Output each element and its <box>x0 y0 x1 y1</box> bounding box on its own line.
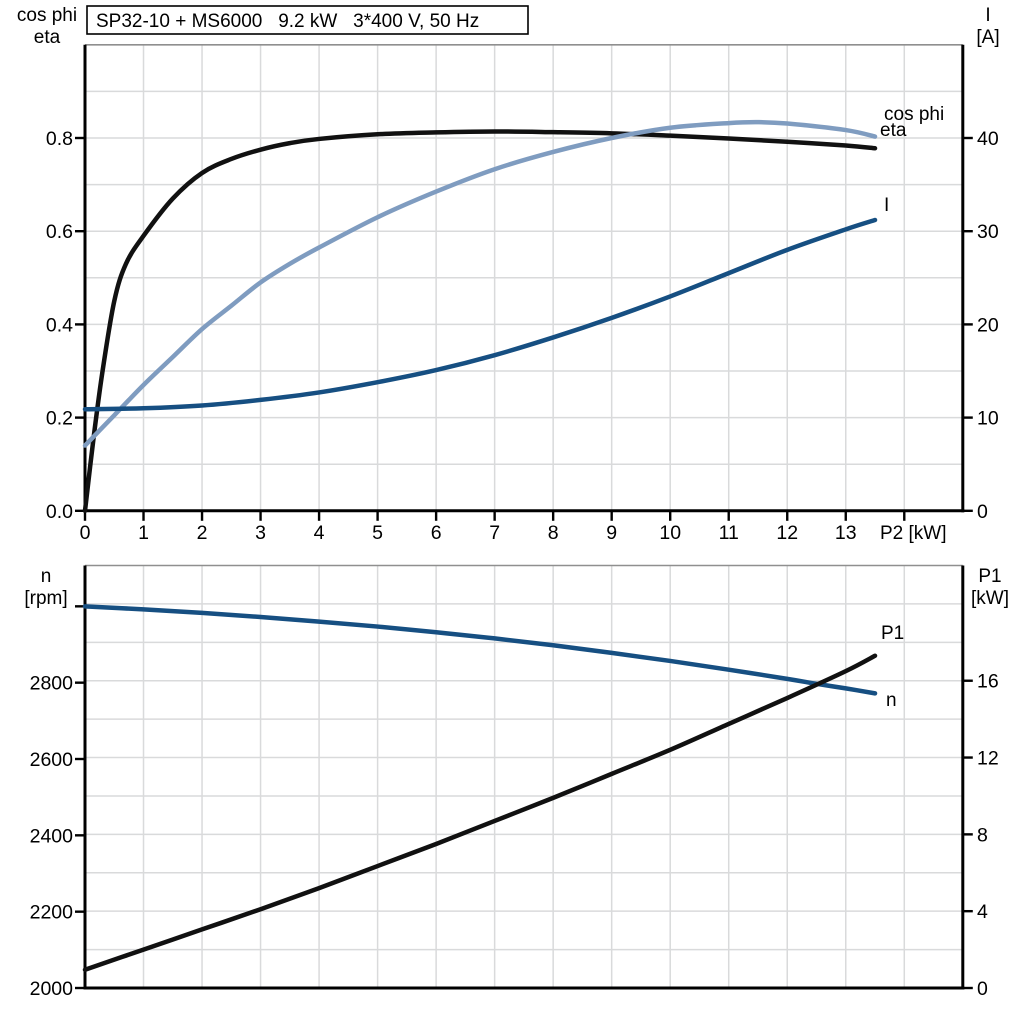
x-axis-tick-label: 11 <box>719 522 739 544</box>
x-axis-title: P2 [kW] <box>880 523 947 544</box>
x-axis-tick-label: 8 <box>548 522 559 544</box>
right-axis-tick-label: 12 <box>977 748 999 770</box>
x-axis-tick-label: 1 <box>138 522 149 544</box>
bottom-right-axis-title-line2: [kW] <box>971 588 1009 609</box>
P1-curve <box>82 653 878 973</box>
x-axis-tick-label: 5 <box>372 522 383 544</box>
top-left-axis-title-line1: cos phi <box>17 5 77 26</box>
right-axis-tick-label: 8 <box>977 824 988 846</box>
left-axis-tick-label: 0.0 <box>46 501 73 523</box>
P1-curve-label: P1 <box>881 623 904 644</box>
I-curve-label: I <box>884 195 889 216</box>
left-axis-tick-label: 2200 <box>30 902 74 924</box>
right-axis-tick-label: 10 <box>977 408 999 430</box>
right-axis-tick-label: 40 <box>977 128 999 150</box>
x-axis-tick-label: 7 <box>489 522 500 544</box>
top-right-axis-title-line1: I <box>985 5 990 26</box>
right-axis-tick-label: 4 <box>977 901 988 923</box>
right-axis-tick-label: 16 <box>977 671 999 693</box>
x-axis-tick-label: 10 <box>659 522 681 544</box>
left-axis-tick-label: 0.4 <box>46 314 73 336</box>
left-axis-tick-label: 0.8 <box>46 128 73 150</box>
eta-curve-label: eta <box>880 120 907 141</box>
right-axis-tick-label: 0 <box>977 501 988 523</box>
bottom-left-axis-title-line2: [rpm] <box>24 588 67 609</box>
eta-curve <box>82 129 878 514</box>
cos-phi-curve <box>82 119 878 448</box>
left-axis-tick-label: 2800 <box>30 673 74 695</box>
top-left-axis-title-line2: eta <box>34 27 61 48</box>
x-axis-tick-label: 4 <box>314 522 325 544</box>
x-axis-tick-label: 9 <box>606 522 617 544</box>
top-right-axis-title-line2: [A] <box>976 27 999 48</box>
left-axis-tick-label: 0.2 <box>46 408 73 430</box>
left-axis-tick-label: 2000 <box>30 978 74 1000</box>
left-axis-tick-label: 0.6 <box>46 221 73 243</box>
x-axis-tick-label: 0 <box>80 522 91 544</box>
bottom-left-axis-title-line1: n <box>41 566 52 587</box>
title-box-border <box>86 5 529 35</box>
cos-phi-curve-label: cos phi <box>884 104 944 125</box>
right-axis-tick-label: 20 <box>977 314 999 336</box>
x-axis-tick-label: 13 <box>835 522 857 544</box>
right-axis-tick-label: 30 <box>977 221 999 243</box>
x-axis-tick-label: 6 <box>431 522 442 544</box>
I-curve <box>82 217 878 412</box>
x-axis-tick-label: 2 <box>197 522 208 544</box>
bottom-right-axis-title-line1: P1 <box>978 566 1001 587</box>
n-curve <box>82 604 878 696</box>
n-curve-label: n <box>886 690 897 711</box>
x-axis-tick-label: 3 <box>255 522 266 544</box>
chart-title: SP32-10 + MS6000 9.2 kW 3*400 V, 50 Hz <box>96 11 479 32</box>
chart-title-box: SP32-10 + MS6000 9.2 kW 3*400 V, 50 Hz <box>86 5 529 35</box>
right-axis-tick-label: 0 <box>977 978 988 1000</box>
left-axis-tick-label: 2600 <box>30 749 74 771</box>
x-axis-tick-label: 12 <box>776 522 798 544</box>
left-axis-tick-label: 2400 <box>30 825 74 847</box>
